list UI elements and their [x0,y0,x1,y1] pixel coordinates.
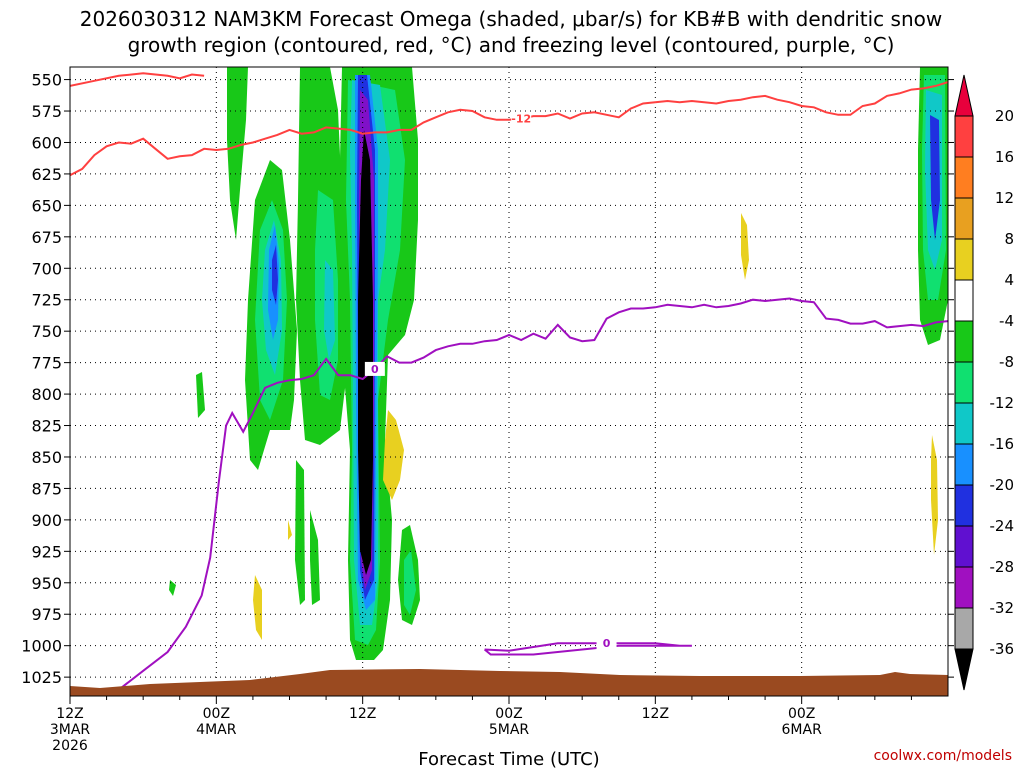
colorbar-label: -36 [990,640,1015,658]
omega-region-cyan [324,260,335,360]
x-tick-label: 5MAR [489,722,530,738]
x-tick-label: 00Z [788,706,815,722]
x-tick-label: 3MAR [50,722,91,738]
omega-region-yellow [931,435,938,555]
colorbar-label: 12 [995,189,1014,207]
y-tick-label: 875 [31,479,62,498]
contour-line [70,81,948,177]
omega-region-green [295,460,305,605]
omega-region-blue [272,245,278,305]
y-tick-label: 700 [31,259,62,278]
colorbar-label: -16 [990,435,1015,453]
x-tick-label: 6MAR [782,722,823,738]
colorbar-label: -4 [999,312,1014,330]
credit-text: coolwx.com/models [874,748,1012,764]
contour-label-bg [511,111,532,126]
colorbar-label: -32 [990,599,1015,617]
y-tick-label: 600 [31,133,62,152]
colorbar-label: 16 [995,148,1014,166]
colorbar-cell [954,607,974,650]
colorbar-cell [954,361,974,404]
omega-shading [169,67,948,660]
chart-title-line-2: growth region (contoured, red, °C) and f… [128,33,895,57]
x-tick-label: 4MAR [196,722,237,738]
y-tick-label: 650 [31,196,62,215]
colorbar-cell [954,566,974,609]
colorbar-label: 8 [1004,230,1014,248]
contour-line [70,72,205,87]
omega-region-yellow [288,520,292,540]
y-tick-label: 675 [31,228,62,247]
contours: -12 0 0 [70,72,948,696]
y-tick-label: 925 [31,542,62,561]
colorbar-cell [954,238,974,281]
x-axis-title: Forecast Time (UTC) [418,749,599,768]
colorbar-label: 4 [1004,271,1014,289]
y-tick-label: 1000 [21,637,62,656]
y-tick-label: 850 [31,448,62,467]
omega-region-yellow [741,213,749,280]
colorbar-cell [954,115,974,158]
colorbar-cell [954,320,974,363]
omega-region-green [310,510,320,605]
colorbar-cell [954,74,974,117]
terrain-surface [70,669,948,696]
x-tick-label: 00Z [203,706,230,722]
contour-label: 0 [371,363,379,376]
colorbar-cell [954,279,974,322]
contour-label-bg [364,361,385,376]
colorbar-cell [954,648,974,691]
colorbar-label: -20 [990,476,1015,494]
x-tick-label: 12Z [56,706,83,722]
omega-region-black [358,130,373,575]
y-tick-label: 800 [31,385,62,404]
colorbar-cell [954,484,974,527]
colorbar-cell [954,443,974,486]
colorbar-label: -12 [990,394,1015,412]
y-tick-label: 950 [31,574,62,593]
contour-label: 0 [603,637,611,650]
y-tick-label: 725 [31,291,62,310]
y-tick-label: 775 [31,354,62,373]
colorbar-cell [954,525,974,568]
y-tick-label: 900 [31,511,62,530]
colorbar-label: -28 [990,558,1015,576]
y-tick-label: 975 [31,605,62,624]
contour-label: -12 [511,113,531,126]
colorbar: 20 16 12 8 4 -4 -8 -12 -16 -20 -24 -28 -32 -36 [954,74,1015,691]
y-tick-label: 625 [31,165,62,184]
colorbar-label: -24 [990,517,1015,535]
contour-line [483,642,692,656]
omega-region-yellow [253,575,262,640]
y-tick-label: 750 [31,322,62,341]
y-tick-label: 825 [31,417,62,436]
y-tick-label: 550 [31,71,62,90]
y-axis: 550 575 600 625 650 675 700 725 750 775 800 825 850 8… [21,71,954,687]
colorbar-cell [954,197,974,240]
x-tick-label: 12Z [349,706,376,722]
omega-region-green [227,67,248,240]
omega-region-blue [930,115,940,240]
contour-label-bg [596,636,617,651]
x-tick-label: 2026 [52,738,88,754]
omega-region-green [196,372,205,418]
colorbar-cell [954,402,974,445]
y-tick-label: 575 [31,102,62,121]
omega-region-yellow [383,410,404,500]
colorbar-label: -8 [999,353,1014,371]
colorbar-label: 20 [995,107,1014,125]
omega-region-green [169,580,176,596]
x-tick-label: 00Z [495,706,522,722]
contour-line [100,297,948,696]
x-tick-label: 12Z [642,706,669,722]
y-tick-label: 1025 [21,668,62,687]
chart-title-line-1: 2026030312 NAM3KM Forecast Omega (shaded… [80,7,942,31]
colorbar-cell [954,156,974,199]
